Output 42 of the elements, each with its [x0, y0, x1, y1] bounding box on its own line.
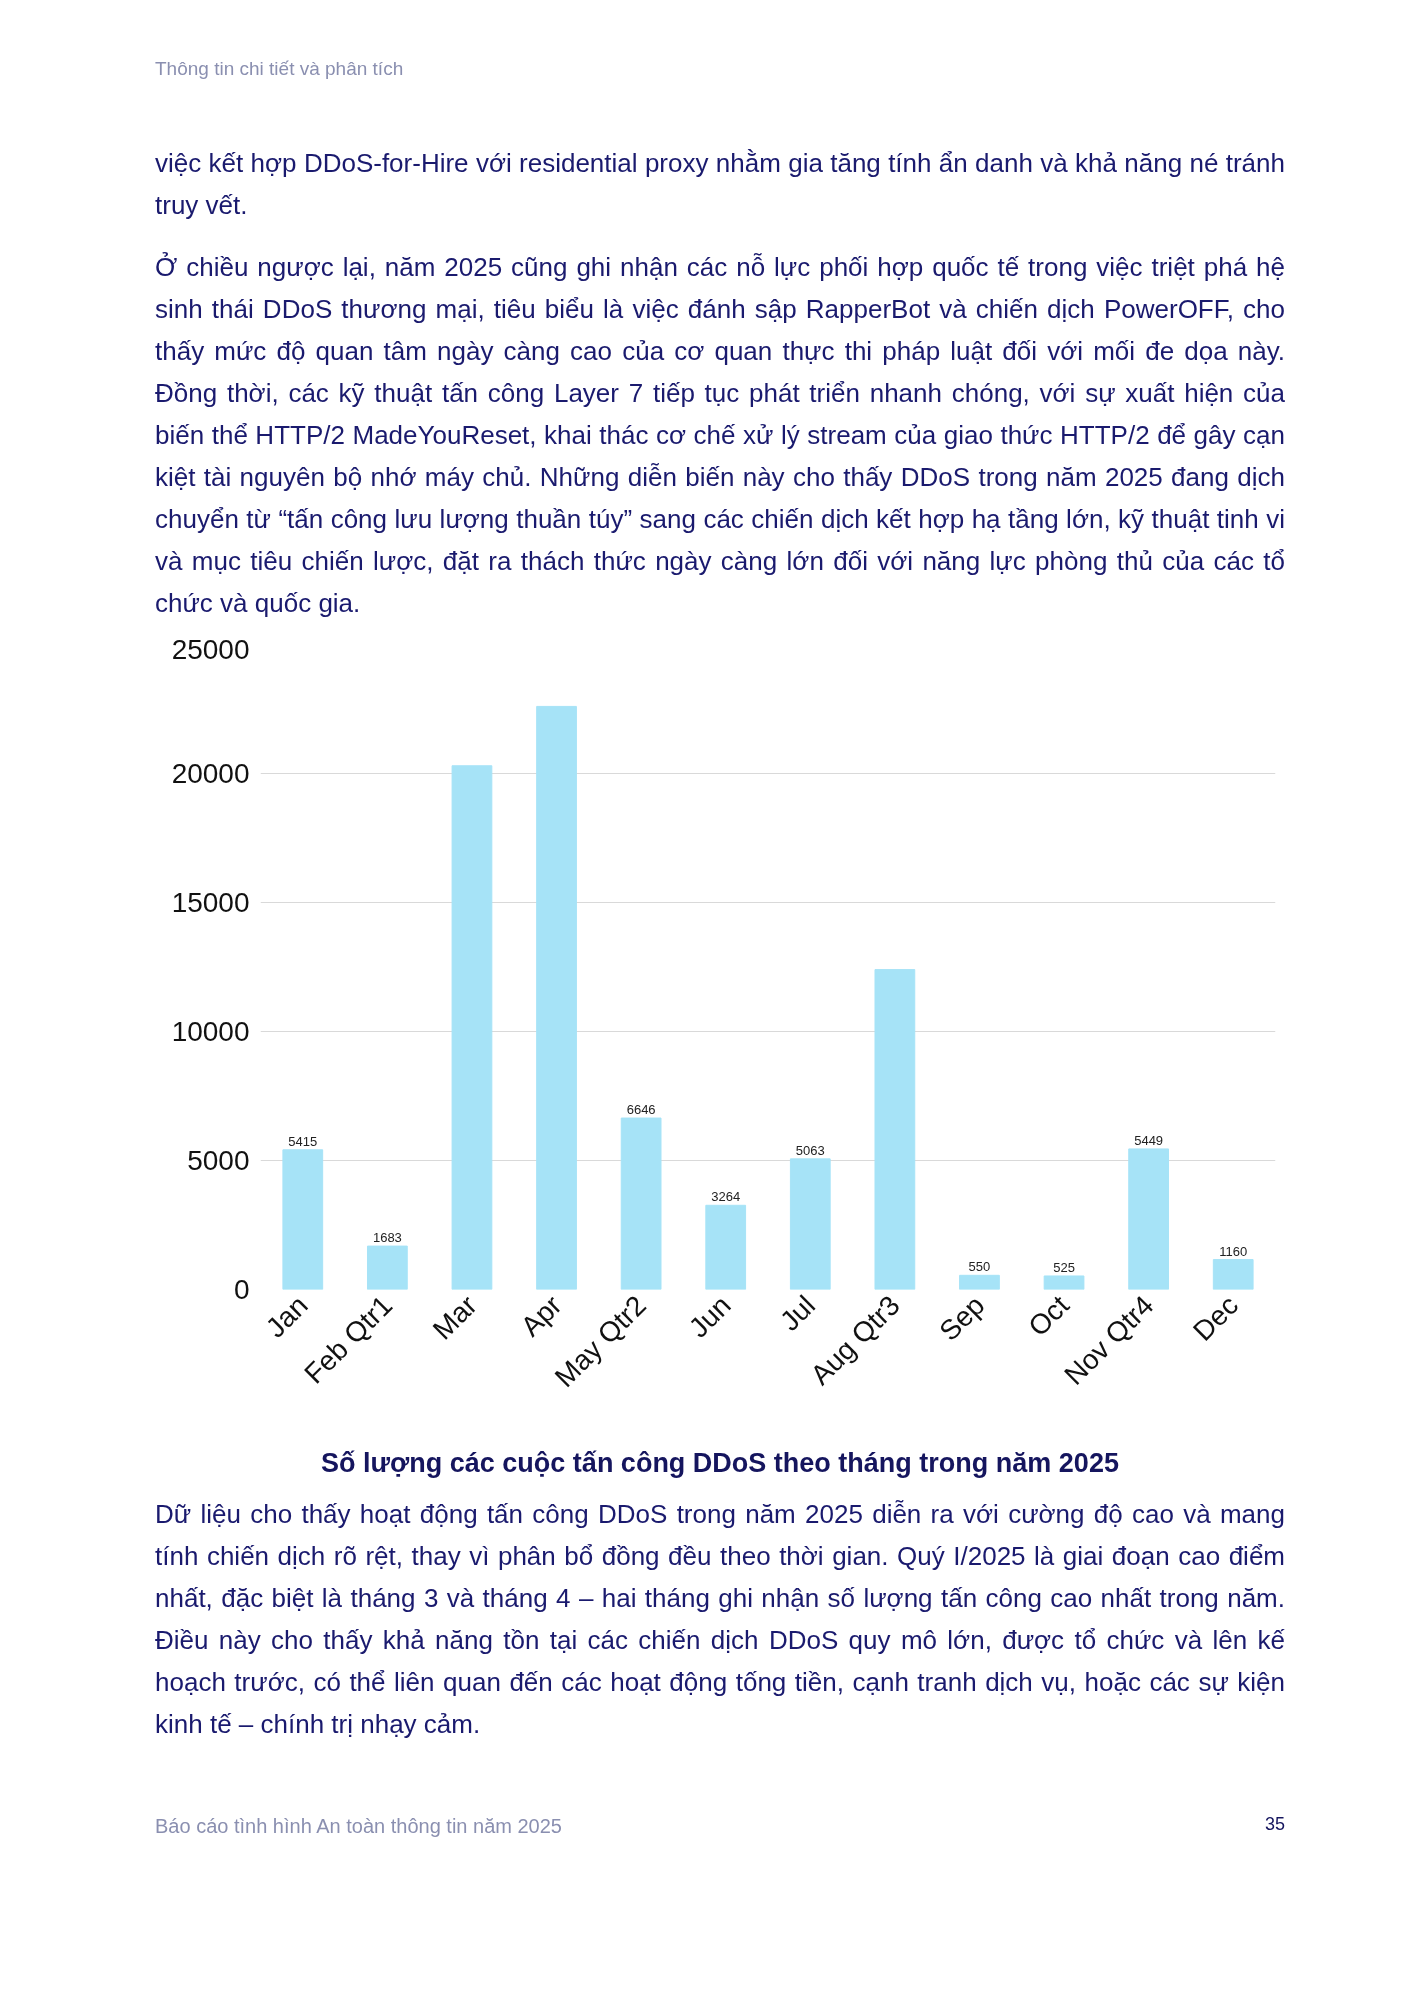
y-tick-label: 0 — [233, 1274, 250, 1306]
bar — [1212, 1259, 1254, 1290]
bar — [282, 1149, 324, 1290]
data-label: 525 — [1053, 1260, 1075, 1276]
text: 35 — [1263, 1812, 1285, 1836]
bar — [367, 1245, 408, 1290]
text: Dữ liệu cho thấy hoạt động tấn công DDoS trong năm 2025 diễn ra với cường độ cao và mang tính chiến dịch rõ rệt, thay vì phân bổ đồng đều theo thời gian. Quý I/2025 là giai đoạn cao điểm nhất, đặc biệt là tháng 3 và tháng 4 – hai tháng ghi nhận số lượng tấn công cao nhất trong năm. Điều này cho thấy khả năng tồn tại các chiến dịch DDoS quy mô lớn, được tổ chức và lên kế hoạch trước, có thể liên quan đến các hoạt động tống tiền, cạnh tranh dịch vụ, hoặc các sự kiện kinh tế – chính trị nhạy cảm. — [155, 1497, 1285, 1741]
x-tick-label: Jul — [774, 1289, 822, 1337]
data-label: 1160 — [1219, 1243, 1248, 1259]
y-tick-label: 20000 — [171, 758, 250, 790]
text: Số lượng các cuộc tấn công DDoS theo tháng trong năm 2025 — [320, 1447, 1120, 1481]
bar — [620, 1117, 662, 1290]
y-tick-label: 25000 — [171, 633, 250, 665]
data-label: 5449 — [1134, 1133, 1164, 1149]
text: Báo cáo tình hình An toàn thông tin năm 2025 — [155, 1813, 563, 1839]
x-tick-label: Dec — [1187, 1289, 1245, 1347]
text: Thông tin chi tiết và phân tích — [155, 57, 405, 81]
text: Ở chiều ngược lại, năm 2025 cũng ghi nhận các nỗ lực phối hợp quốc tế trong việc triệt phá hệ sinh thái DDoS thương mại, tiêu biểu là việc đánh sập RapperBot và chiến dịch PowerOFF, cho thấy mức độ quan tâm ngày càng cao của cơ quan thực thi pháp luật đối với mối đe dọa này. Đồng thời, các kỹ thuật tấn công Layer 7 tiếp tục phát triển nhanh chóng, với sự xuất hiện của biến thể HTTP/2 MadeYouReset, khai thác cơ chế xử lý stream của giao thức HTTP/2 để gây cạn kiệt tài nguyên bộ nhớ máy chủ. Những diễn biến này cho thấy DDoS trong năm 2025 đang dịch chuyển từ “tấn công lưu lượng thuần túy” sang các chiến dịch kết hợp hạ tầng lớn, kỹ thuật tinh vi và mục tiêu chiến lược, đặt ra thách thức ngày càng lớn đối với năng lực phòng thủ của các tổ chức và quốc gia. — [155, 252, 1285, 619]
bar — [1128, 1148, 1169, 1290]
data-label: 5063 — [795, 1143, 825, 1159]
data-label: 6646 — [626, 1102, 656, 1118]
bar — [959, 1274, 1000, 1290]
data-label: 5415 — [288, 1133, 318, 1149]
bar — [789, 1158, 831, 1290]
x-tick-label: Sep — [933, 1289, 991, 1347]
bar — [1043, 1275, 1085, 1290]
data-label: 550 — [968, 1259, 991, 1275]
x-tick-label: Jan — [259, 1289, 314, 1344]
text: việc kết hợp DDoS-for-Hire với residential proxy nhằm gia tăng tính ẩn danh và khả năng né tránh truy vết. — [155, 147, 1285, 223]
bar — [874, 969, 916, 1290]
bar — [705, 1204, 747, 1290]
bar — [536, 706, 577, 1290]
y-tick-label: 10000 — [171, 1016, 250, 1048]
y-tick-label: 15000 — [171, 887, 250, 919]
y-tick-label: 5000 — [187, 1145, 250, 1177]
x-tick-label: Jun — [682, 1289, 737, 1344]
bar — [451, 765, 493, 1290]
data-label: 1683 — [372, 1230, 402, 1246]
x-tick-label: Oct — [1022, 1289, 1076, 1343]
x-tick-label: Apr — [514, 1289, 568, 1343]
data-label: 3264 — [711, 1189, 741, 1205]
x-tick-label: Mar — [426, 1289, 483, 1346]
